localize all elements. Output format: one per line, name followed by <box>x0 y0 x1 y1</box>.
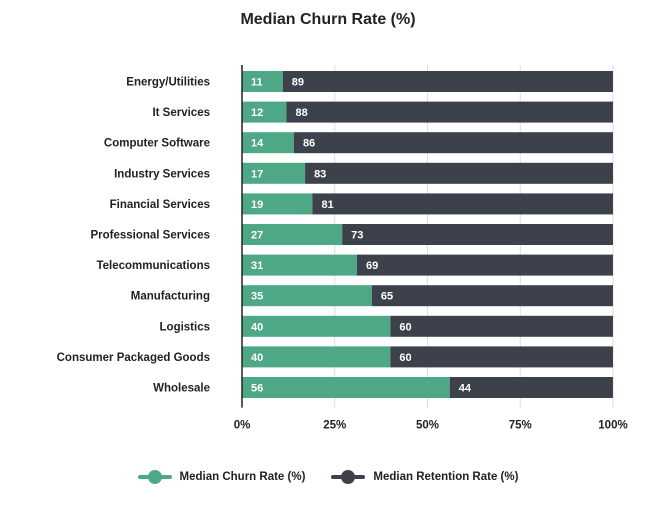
x-tick-label: 75% <box>509 420 532 432</box>
category-label: Energy/Utilities <box>126 77 210 89</box>
bar-churn <box>242 346 391 368</box>
x-tick-label: 0% <box>234 420 251 432</box>
category-label: Wholesale <box>153 383 210 395</box>
bar-label-churn: 12 <box>251 107 263 119</box>
bar-churn <box>242 254 358 276</box>
bar-label-retention: 81 <box>321 199 333 211</box>
category-label: Manufacturing <box>131 291 210 303</box>
chart-title: Median Churn Rate (%) <box>240 11 416 28</box>
bar-churn <box>242 193 313 215</box>
bar-retention <box>371 285 613 307</box>
x-tick-labels: 0% 25% 50% 75% 100% <box>234 420 628 432</box>
bar-churn <box>242 132 294 154</box>
bar-retention <box>357 254 613 276</box>
bar-retention <box>390 315 613 337</box>
bar-label-churn: 56 <box>251 383 263 395</box>
bar-retention <box>390 346 613 368</box>
bar-label-churn: 14 <box>251 138 264 150</box>
bar-retention <box>312 193 613 215</box>
bar-label-churn: 40 <box>251 321 263 333</box>
legend-item-retention: Median Retention Rate (%) <box>331 470 518 484</box>
bar-label-retention: 88 <box>296 107 308 119</box>
bar-churn <box>242 285 372 307</box>
bar-label-churn: 40 <box>251 352 263 364</box>
bar-label-retention: 60 <box>399 321 411 333</box>
bar-retention <box>449 377 613 398</box>
bar-label-churn: 35 <box>251 291 263 303</box>
legend-swatch-retention <box>331 470 366 484</box>
bars: 11 89 12 88 14 86 17 83 19 81 27 73 31 69 35 65 40 60 40 60… <box>242 71 613 398</box>
bar-label-retention: 89 <box>292 77 304 89</box>
bar-churn <box>242 162 306 184</box>
bar-label-retention: 73 <box>351 230 363 242</box>
bar-retention <box>342 224 613 245</box>
category-label: Financial Services <box>110 199 210 211</box>
category-label: Telecommunications <box>96 260 210 272</box>
bar-label-retention: 44 <box>459 383 472 395</box>
bar-churn <box>242 377 450 398</box>
bar-label-churn: 31 <box>251 260 263 272</box>
bar-churn <box>242 315 391 337</box>
bar-label-churn: 11 <box>251 77 263 89</box>
legend-item-churn: Median Churn Rate (%) <box>137 470 306 484</box>
bar-label-churn: 19 <box>251 199 263 211</box>
category-label: Computer Software <box>104 138 210 150</box>
bar-retention <box>286 101 613 123</box>
bar-churn <box>242 71 283 92</box>
legend-swatch-churn <box>137 470 172 484</box>
bar-churn <box>242 224 343 245</box>
category-label: Logistics <box>160 321 210 333</box>
category-label: Professional Services <box>90 230 210 242</box>
bar-label-retention: 60 <box>399 352 411 364</box>
legend: Median Churn Rate (%) Median Retention R… <box>0 470 656 484</box>
category-labels: Energy/Utilities It Services Computer Soft… <box>57 77 210 395</box>
bar-churn <box>242 101 287 123</box>
bar-retention <box>293 132 613 154</box>
legend-label-retention: Median Retention Rate (%) <box>373 471 519 483</box>
bar-label-retention: 65 <box>381 291 393 303</box>
bar-label-retention: 69 <box>366 260 378 272</box>
x-tick-label: 50% <box>416 420 439 432</box>
bar-label-retention: 86 <box>303 138 315 150</box>
bar-retention <box>305 162 613 184</box>
bar-label-churn: 17 <box>251 168 263 180</box>
legend-label-churn: Median Churn Rate (%) <box>179 471 306 483</box>
category-label: Industry Services <box>114 168 210 180</box>
category-label: Consumer Packaged Goods <box>57 352 210 364</box>
bar-label-churn: 27 <box>251 230 263 242</box>
x-tick-label: 25% <box>323 420 346 432</box>
x-tick-label: 100% <box>598 420 627 432</box>
bar-retention <box>282 71 613 92</box>
bar-label-retention: 83 <box>314 168 326 180</box>
category-label: It Services <box>152 107 210 119</box>
